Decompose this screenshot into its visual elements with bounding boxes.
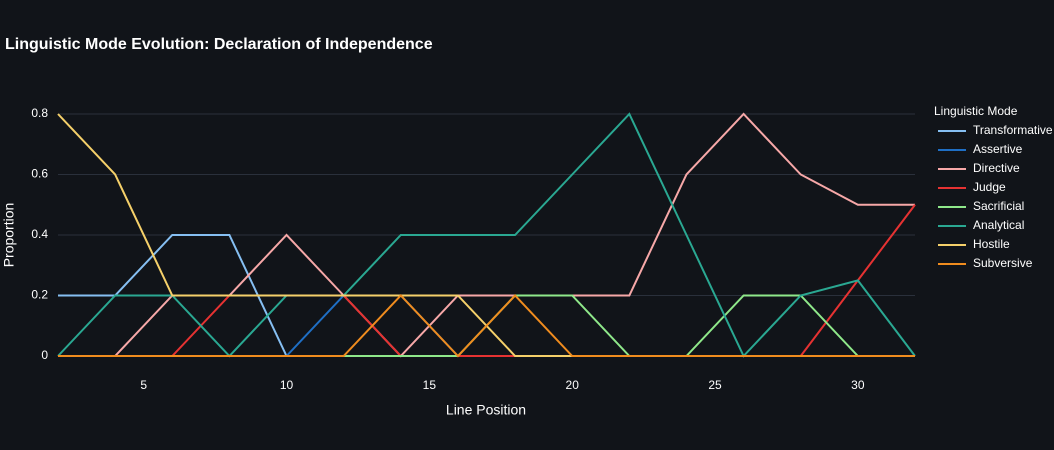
legend-label: Sacrificial <box>973 199 1024 213</box>
legend-label: Directive <box>973 161 1020 175</box>
chart-title: Linguistic Mode Evolution: Declaration o… <box>5 36 433 53</box>
series-line <box>58 204 916 357</box>
x-tick-label: 10 <box>280 378 294 392</box>
y-axis-label: Proportion <box>1 203 17 268</box>
x-tick-label: 20 <box>566 378 580 392</box>
x-tick-label: 15 <box>423 378 437 392</box>
y-tick-label: 0 <box>41 348 48 362</box>
x-tick-label: 5 <box>140 378 147 392</box>
y-tick-label: 0.2 <box>31 288 48 302</box>
y-tick-label: 0.6 <box>31 167 48 181</box>
x-tick-label: 25 <box>708 378 722 392</box>
legend-label: Hostile <box>973 237 1010 251</box>
x-tick-label: 30 <box>851 378 865 392</box>
legend-label: Transformative <box>973 123 1053 137</box>
y-tick-label: 0.4 <box>31 227 48 241</box>
legend-label: Analytical <box>973 218 1024 232</box>
legend-label: Judge <box>973 180 1006 194</box>
y-tick-label: 0.8 <box>31 106 48 120</box>
legend-label: Subversive <box>973 256 1033 270</box>
series-line <box>57 112 916 358</box>
series-line <box>58 294 915 358</box>
legend-title: Linguistic Mode <box>934 104 1018 118</box>
x-axis-label: Line Position <box>446 402 526 418</box>
legend-label: Assertive <box>973 142 1023 156</box>
